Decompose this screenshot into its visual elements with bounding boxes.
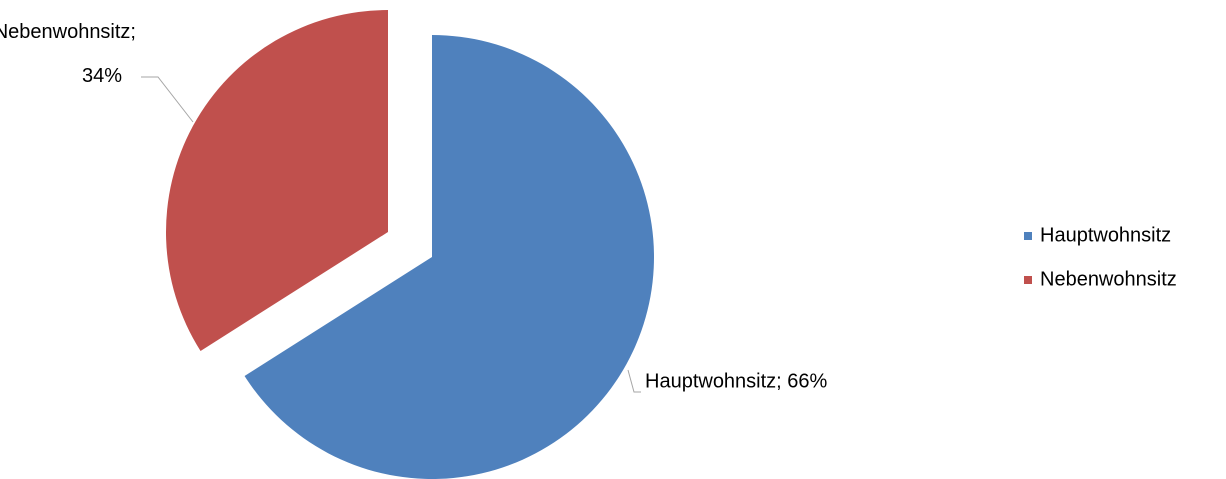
data-label: Hauptwohnsitz; 66%: [645, 370, 828, 392]
legend-swatch: [1024, 276, 1032, 284]
data-label: Nebenwohnsitz; 34%: [0, 21, 136, 87]
data-label-line: Nebenwohnsitz;: [0, 21, 136, 43]
legend-label: Nebenwohnsitz: [1040, 268, 1177, 290]
pie-slice: [165, 10, 388, 351]
legend-label: Hauptwohnsitz: [1040, 224, 1171, 246]
pie-slice: [244, 35, 654, 479]
leader-line: [627, 369, 641, 393]
leader-line: [141, 76, 194, 123]
legend-swatch: [1024, 232, 1032, 240]
data-label-line: 34%: [82, 65, 122, 87]
